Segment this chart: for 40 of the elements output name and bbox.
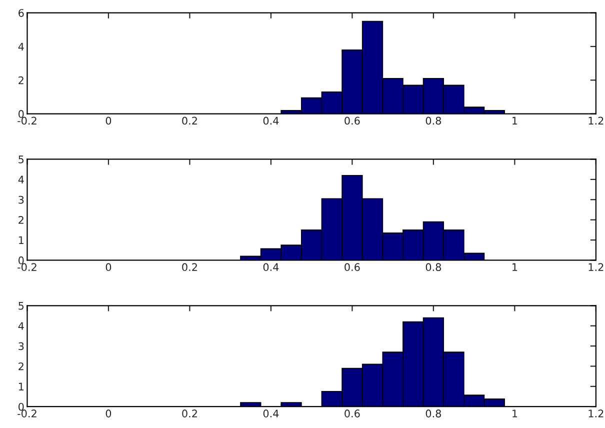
x-tick-label: 1 xyxy=(512,116,518,124)
x-tick-label: 0.6 xyxy=(344,116,360,125)
y-tick-label: 3 xyxy=(18,196,24,204)
x-tick-label: 0.6 xyxy=(344,410,360,418)
y-tick-label: 1 xyxy=(18,382,24,390)
x-tick-label: 0 xyxy=(106,263,112,272)
y-tick-label: 0 xyxy=(18,256,24,264)
y-tick-label: 6 xyxy=(18,9,24,17)
y-tick-label: 3 xyxy=(18,342,24,350)
x-tick-label: 1 xyxy=(512,410,518,418)
y-tick-label: 2 xyxy=(18,76,24,84)
x-tick-label: 0.8 xyxy=(426,263,442,272)
x-tick-label: 0.8 xyxy=(426,116,442,125)
x-tick-label: 0.2 xyxy=(182,116,197,125)
x-tick-label: 1.2 xyxy=(588,410,604,418)
y-tick-label: 1 xyxy=(18,236,24,244)
x-tick-label: 1.2 xyxy=(588,116,604,124)
y-tick-label: 2 xyxy=(18,216,24,224)
y-tick-label: 5 xyxy=(18,156,24,164)
x-tick-label: 0.2 xyxy=(182,263,197,272)
x-tick-label: 0.8 xyxy=(426,410,442,418)
x-tick-label: 0.4 xyxy=(263,410,279,418)
x-tick-label: 1 xyxy=(512,263,518,271)
y-tick-label: 5 xyxy=(18,302,24,310)
x-tick-label: 1.2 xyxy=(588,263,604,271)
x-tick-label: 0 xyxy=(106,116,112,125)
y-tick-label: 4 xyxy=(18,322,24,330)
x-tick-label: 0.4 xyxy=(263,263,279,272)
x-tick-label: 0.2 xyxy=(182,410,197,418)
y-tick-label: 2 xyxy=(18,362,24,370)
y-tick-label: 0 xyxy=(18,402,24,411)
y-tick-label: 4 xyxy=(18,176,24,184)
x-tick-label: 0.6 xyxy=(344,263,360,272)
x-tick-label: 0.4 xyxy=(263,116,279,125)
y-tick-label: 0 xyxy=(18,110,24,118)
x-tick-label: -0.2 xyxy=(18,263,36,272)
y-tick-label: 4 xyxy=(18,42,24,50)
x-tick-label: -0.2 xyxy=(18,116,36,125)
x-tick-label: -0.2 xyxy=(18,410,36,418)
x-tick-label: 0 xyxy=(106,410,112,418)
